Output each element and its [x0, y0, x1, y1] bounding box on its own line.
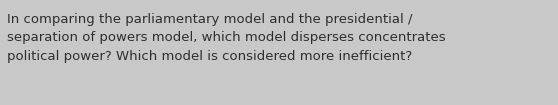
Text: In comparing the parliamentary model and the presidential /
separation of powers: In comparing the parliamentary model and… — [7, 13, 445, 63]
